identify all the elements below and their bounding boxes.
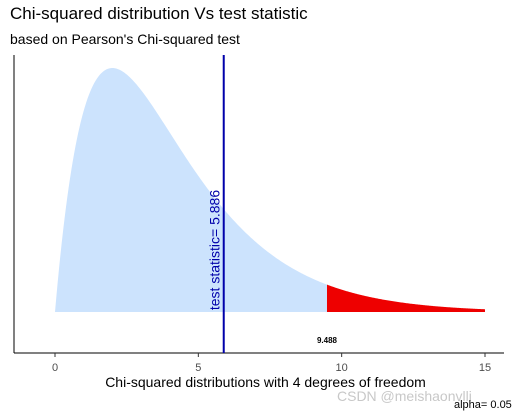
chart-title: Chi-squared distribution Vs test statist… [10, 4, 308, 23]
x-tick-label: 15 [479, 362, 491, 374]
x-tick-label: 0 [52, 362, 58, 374]
x-tick-label: 5 [195, 362, 201, 374]
chart-subtitle: based on Pearson's Chi-squared test [10, 31, 240, 47]
x-axis-ticks: 0 5 10 15 [52, 353, 491, 374]
x-axis-label: Chi-squared distributions with 4 degrees… [105, 374, 426, 390]
watermark: CSDN @meishaonvlli [337, 388, 472, 404]
test-statistic-label: test statistic= 5.886 [207, 190, 223, 310]
x-tick-label: 10 [336, 362, 348, 374]
distribution-area-nonrejection [55, 68, 327, 312]
alpha-label: alpha= 0.05 [454, 399, 512, 411]
critical-value-label: 9.488 [317, 336, 338, 345]
distribution-area-rejection [326, 284, 485, 312]
